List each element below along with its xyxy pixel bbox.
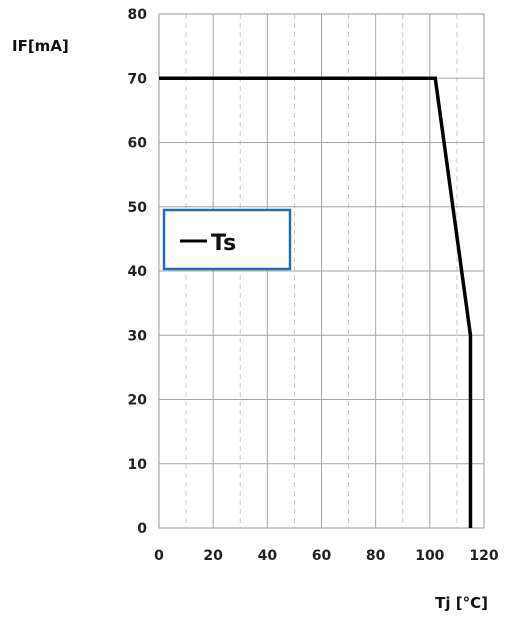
legend-label-ts: Ts <box>211 231 236 256</box>
x-tick-label: 100 <box>415 548 444 564</box>
y-tick-label: 50 <box>128 200 148 216</box>
y-tick-label: 30 <box>128 328 148 344</box>
x-axis-label: Tj [°C] <box>435 594 488 612</box>
x-tick-labels: 0 20 40 60 80 100 120 <box>154 548 499 564</box>
y-tick-label: 10 <box>128 457 148 473</box>
series-layer <box>159 76 473 528</box>
major-grid <box>159 14 484 528</box>
x-tick-label: 0 <box>154 548 164 564</box>
y-tick-label: 80 <box>128 7 148 23</box>
y-tick-label: 60 <box>128 136 148 152</box>
x-tick-label: 60 <box>312 548 332 564</box>
y-tick-label: 0 <box>137 521 147 537</box>
x-tick-label: 120 <box>469 548 498 564</box>
y-tick-label: 40 <box>128 264 148 280</box>
x-tick-label: 80 <box>366 548 386 564</box>
y-tick-labels: 0 10 20 30 40 50 60 70 80 <box>128 7 148 537</box>
series-line-ts <box>159 76 473 528</box>
plot-area-frame <box>158 13 485 529</box>
y-axis-label: IF[mA] <box>12 37 69 55</box>
y-tick-label: 70 <box>128 71 148 87</box>
x-tick-label: 40 <box>258 548 278 564</box>
legend: Ts <box>162 208 292 271</box>
x-tick-label: 20 <box>203 548 223 564</box>
y-tick-label: 20 <box>128 393 148 409</box>
